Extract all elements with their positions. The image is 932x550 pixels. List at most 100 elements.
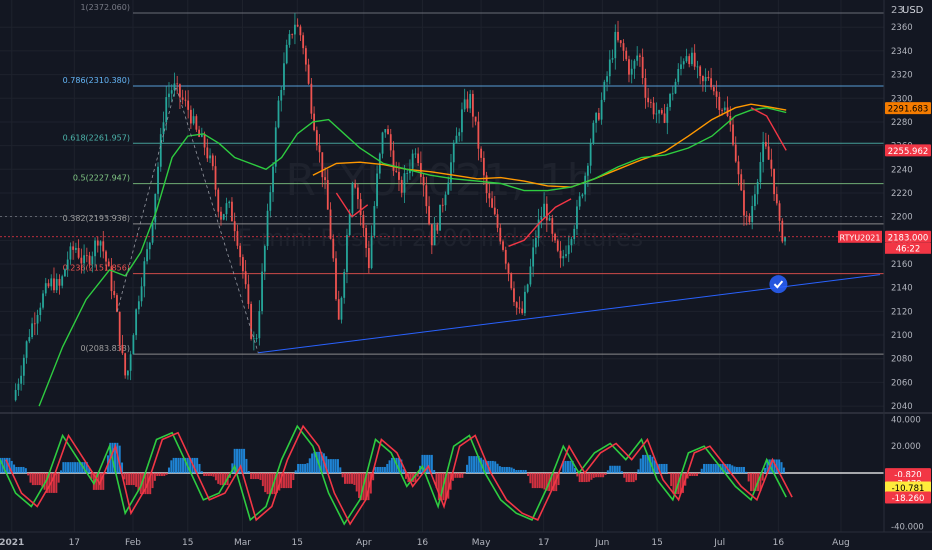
- candle-body: [781, 220, 784, 242]
- candle-body: [247, 284, 250, 304]
- candle-body: [493, 207, 496, 215]
- oscillator-histogram-bar: [606, 470, 609, 473]
- candle-body: [151, 222, 154, 243]
- candle-body: [332, 238, 335, 259]
- candle-body: [633, 60, 636, 69]
- oscillator-histogram-bar: [163, 473, 166, 477]
- candle-body: [597, 112, 600, 120]
- oscillator-histogram-bar: [545, 473, 548, 491]
- candle-body: [559, 250, 562, 259]
- oscillator-histogram-bar: [498, 466, 501, 473]
- price-axis-tick: 2060: [891, 378, 913, 388]
- oscillator-histogram-bar: [656, 463, 659, 473]
- oscillator-histogram-bar: [447, 473, 450, 499]
- candle-body: [277, 100, 280, 128]
- oscillator-histogram-bar: [536, 473, 539, 489]
- check-icon: [773, 280, 784, 289]
- oscillator-histogram-bar: [679, 473, 682, 495]
- oscillator-histogram-bar: [27, 473, 30, 476]
- oscillator-histogram-bar: [440, 473, 443, 501]
- oscillator-histogram-bar: [311, 453, 314, 473]
- price-label: 2291.683: [888, 105, 929, 115]
- oscillator-histogram-bar: [355, 473, 358, 492]
- oscillator-histogram-bar: [320, 451, 323, 473]
- price-label-bg: [885, 102, 931, 115]
- moving-average-green: [38, 106, 787, 407]
- fib-level-label: 1(2372.060): [80, 3, 130, 12]
- candle-body: [458, 132, 461, 136]
- candle-body: [162, 122, 165, 135]
- oscillator-histogram-bar: [346, 473, 349, 484]
- candle-body: [22, 357, 25, 376]
- candle-body: [551, 218, 554, 234]
- moving-averages: [38, 103, 787, 407]
- time-axis-tick: Feb: [125, 538, 141, 548]
- oscillator-histogram-bar: [90, 473, 93, 479]
- candle-body: [715, 91, 718, 97]
- time-axis-tick: 15: [182, 538, 193, 548]
- candle-body: [85, 255, 88, 257]
- oscillator-histogram-bar: [280, 473, 283, 489]
- candle-body: [42, 293, 44, 308]
- oscillator-histogram-bar: [304, 463, 307, 473]
- oscillator-histogram-bar: [24, 468, 27, 473]
- candle-body: [529, 266, 532, 285]
- oscillator-histogram-bar: [3, 457, 6, 473]
- candle-body: [699, 66, 702, 76]
- oscillator-histogram-bar: [238, 448, 241, 473]
- oscillator-histogram-bar: [55, 473, 58, 493]
- fib-level-label: 0.5(2227.947): [73, 174, 130, 183]
- candle-body: [159, 134, 162, 167]
- oscillator-histogram-bar: [81, 462, 84, 473]
- oscillator-histogram-bar: [121, 462, 124, 473]
- candle-body: [96, 240, 99, 246]
- oscillator-histogram-bar: [200, 471, 203, 473]
- oscillator-histogram-bar: [585, 473, 588, 483]
- oscillator-histogram-bar: [374, 466, 377, 473]
- oscillator-histogram-bar: [508, 466, 511, 473]
- candle-body: [315, 130, 318, 146]
- candle-body: [660, 110, 663, 114]
- oscillator-histogram-bar: [139, 473, 142, 495]
- oscillator-histogram-bar: [597, 473, 600, 478]
- drawings[interactable]: [0, 84, 884, 354]
- candle-body: [759, 161, 762, 183]
- oscillator-histogram-bar: [724, 463, 727, 473]
- oscillator-histogram-bar: [123, 473, 126, 480]
- candle-body: [94, 240, 96, 257]
- candle-body: [209, 155, 211, 159]
- oscillator-histogram-bar: [247, 470, 250, 473]
- symbol-tag-bg: [838, 230, 882, 243]
- oscillator-histogram-bar: [212, 473, 215, 477]
- candle-body: [409, 168, 411, 174]
- candle-body: [619, 40, 622, 44]
- oscillator-value-label-bg: [885, 491, 931, 504]
- candle-body: [518, 307, 521, 309]
- oscillator-histogram-bar: [95, 473, 98, 490]
- candle-body: [463, 99, 466, 110]
- time-axis-tick: 17: [538, 538, 549, 548]
- candle-body: [578, 196, 581, 207]
- oscillator-histogram-bar: [102, 473, 105, 490]
- fibonacci-retracement[interactable]: 1(2372.060) 0.786(2310.380) 0.618(2261.957…: [63, 3, 884, 355]
- oscillator-histogram-bar: [219, 473, 222, 486]
- oscillator-histogram-bar: [742, 466, 745, 473]
- candle-body: [91, 256, 94, 265]
- candle-body: [510, 273, 513, 289]
- oscillator-histogram-bar: [747, 473, 750, 482]
- candle-body: [329, 209, 332, 239]
- oscillator-histogram-bar: [527, 473, 530, 477]
- oscillator-histogram-bar: [735, 466, 738, 473]
- candle-body: [562, 256, 565, 259]
- candle-body: [573, 228, 576, 240]
- candle-body: [255, 338, 258, 339]
- oscillator-histogram-bar: [182, 457, 185, 473]
- oscillator-histogram-bar: [250, 473, 253, 480]
- candle-body: [335, 258, 337, 300]
- candle-body: [280, 89, 283, 101]
- oscillator-histogram-bar: [261, 473, 264, 487]
- fib-level-label: 0(2083.833): [80, 344, 130, 353]
- candle-body: [570, 239, 573, 246]
- candle-body: [285, 44, 288, 64]
